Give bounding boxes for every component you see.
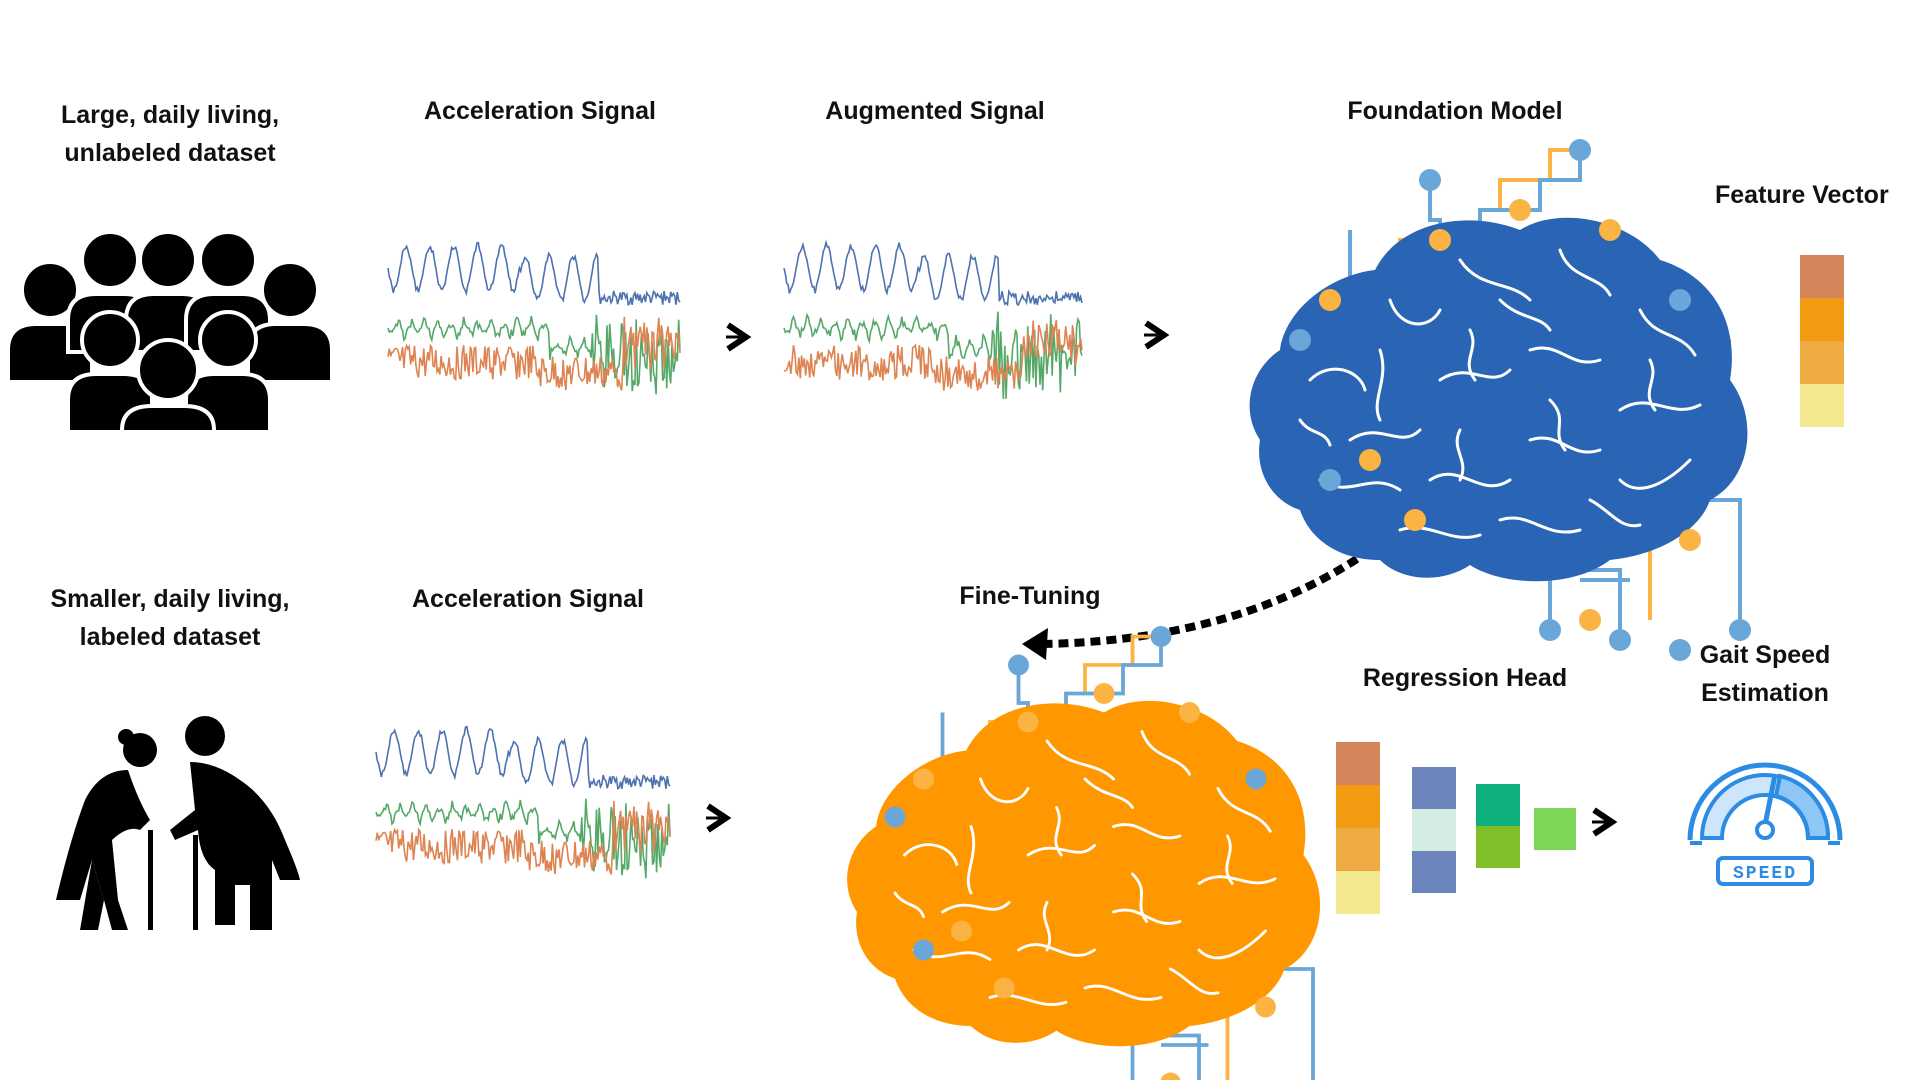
speed-badge-text: SPEED bbox=[1733, 864, 1797, 884]
regression-layer-2-cell bbox=[1412, 851, 1456, 893]
top-acceleration-signal-plot bbox=[387, 241, 681, 395]
signal-trace bbox=[375, 798, 671, 879]
regression-layer-1-cell bbox=[1336, 871, 1380, 914]
feature-vector-cell bbox=[1800, 298, 1844, 341]
feature-vector-label: Feature Vector bbox=[1715, 181, 1889, 209]
regression-layer-3-cell bbox=[1476, 826, 1520, 868]
bottom-dataset-label: Smaller, daily living, labeled dataset bbox=[20, 580, 320, 656]
signal-trace bbox=[387, 241, 681, 306]
regression-head-label: Regression Head bbox=[1362, 664, 1568, 692]
elderly-couple-icon bbox=[56, 716, 300, 930]
bottom-acceleration-signal-plot bbox=[375, 725, 671, 879]
feature-vector-cell bbox=[1800, 255, 1844, 298]
regression-layer-3-cell bbox=[1476, 784, 1520, 826]
signal-trace bbox=[387, 314, 681, 395]
top-signal-label: Acceleration Signal bbox=[423, 97, 657, 125]
regression-layer-2-cell bbox=[1412, 809, 1456, 851]
signal-trace bbox=[783, 319, 1083, 391]
augmented-signal-label: Augmented Signal bbox=[825, 97, 1045, 125]
signal-trace bbox=[375, 800, 671, 875]
fine-tuning-label: Fine-Tuning bbox=[959, 582, 1101, 610]
regression-layer-1-cell bbox=[1336, 785, 1380, 828]
foundation-model-brain bbox=[1249, 139, 1751, 661]
bottom-dataset-label-line2: labeled dataset bbox=[79, 623, 261, 651]
bottom-signal-label: Acceleration Signal bbox=[411, 585, 645, 613]
gait-speed-label-line1: Gait Speed bbox=[1699, 641, 1831, 669]
signal-trace bbox=[783, 239, 1083, 307]
fine-tuning-brain bbox=[847, 626, 1321, 1080]
regression-output-cell bbox=[1534, 808, 1576, 850]
top-dataset-label-line1: Large, daily living, bbox=[60, 101, 280, 129]
feature-vector-cell bbox=[1800, 384, 1844, 427]
signal-trace bbox=[783, 311, 1083, 400]
bottom-dataset-label-line1: Smaller, daily living, bbox=[50, 585, 290, 613]
signal-trace bbox=[375, 725, 671, 790]
top-dataset-label: Large, daily living, unlabeled dataset bbox=[20, 96, 320, 172]
gait-speed-label-line2: Estimation bbox=[1701, 679, 1829, 707]
signal-trace bbox=[387, 316, 681, 391]
top-dataset-label-line2: unlabeled dataset bbox=[64, 139, 276, 167]
speedometer-icon bbox=[1687, 762, 1843, 886]
transfer-arrowhead bbox=[1022, 628, 1048, 660]
augmented-signal-plot bbox=[783, 239, 1083, 400]
regression-layer-1-cell bbox=[1336, 742, 1380, 785]
feature-vector-cell bbox=[1800, 341, 1844, 384]
foundation-model-label: Foundation Model bbox=[1347, 97, 1563, 125]
crowd-icon bbox=[6, 230, 334, 434]
gait-speed-label: Gait Speed Estimation bbox=[1640, 636, 1890, 712]
regression-layer-2-cell bbox=[1412, 767, 1456, 809]
regression-layer-1-cell bbox=[1336, 828, 1380, 871]
